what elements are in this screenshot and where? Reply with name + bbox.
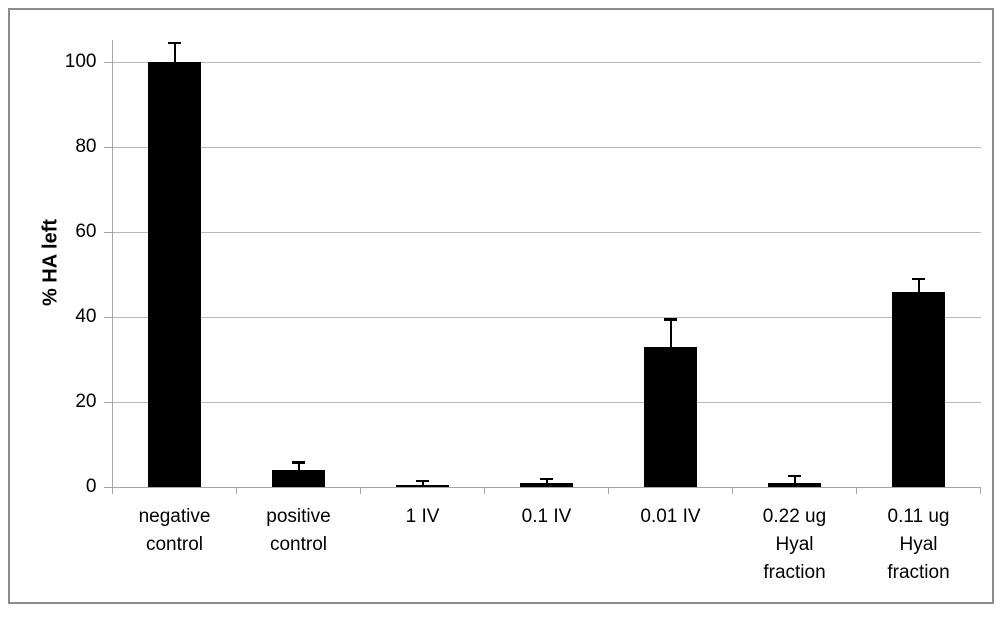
y-axis-tick (103, 146, 114, 148)
y-axis-tick (103, 231, 114, 233)
y-tick-label: 80 (75, 136, 97, 158)
x-tick-label-line: negative (138, 506, 211, 527)
bar (768, 482, 821, 487)
x-tick-label: 0.01 IV (609, 503, 733, 531)
y-tick-label: 20 (75, 391, 97, 413)
x-tick-label-line: 1 IV (405, 506, 440, 527)
x-axis-tick (856, 487, 857, 494)
error-bar-whisker (917, 278, 920, 292)
bar (644, 346, 697, 487)
y-axis (112, 40, 113, 487)
x-tick-label-line: positive (266, 506, 331, 527)
gridline (112, 316, 981, 318)
error-bar-cap (292, 461, 305, 464)
error-bar-cap (540, 477, 553, 481)
x-tick-label: negative control (113, 503, 237, 559)
error-bar-cap (664, 318, 677, 321)
gridline (112, 61, 981, 63)
y-axis-tick (103, 61, 114, 63)
bar (892, 291, 945, 487)
error-bar-whisker (173, 42, 176, 63)
error-bar-whisker (545, 478, 548, 483)
x-tick-label-line: Hyal (775, 534, 814, 555)
bar (396, 484, 449, 487)
x-tick-label-line: control (269, 534, 328, 555)
y-axis-title: % HA left (39, 218, 62, 307)
x-axis-tick (112, 487, 113, 494)
y-axis-tick (103, 486, 114, 488)
error-bar-cap (416, 479, 429, 483)
bar (520, 482, 573, 487)
x-tick-label: positive control (237, 503, 361, 559)
bar (272, 470, 325, 487)
error-bar-cap (788, 474, 801, 478)
error-bar-whisker (297, 462, 300, 470)
x-axis-tick (732, 487, 733, 494)
x-tick-label-line: 0.01 IV (640, 506, 701, 527)
x-tick-label-line: fraction (763, 562, 826, 583)
x-axis (112, 486, 981, 488)
error-bar-whisker (793, 475, 796, 483)
x-tick-label-line: 0.11 ug (887, 506, 950, 527)
y-axis-tick (103, 316, 114, 318)
gridline (112, 146, 981, 148)
x-tick-label-line: 0.22 ug (762, 506, 827, 527)
gridline (112, 401, 981, 403)
x-axis-tick (360, 487, 361, 494)
x-tick-label: 1 IV (361, 503, 485, 531)
y-tick-label: 0 (85, 476, 97, 497)
x-axis-tick (608, 487, 609, 494)
error-bar-cap (912, 277, 925, 281)
x-tick-label: 0.22 ug Hyal fraction (733, 503, 857, 587)
x-tick-label: 0.11 ug Hyal fraction (857, 503, 981, 587)
error-bar-whisker (669, 319, 672, 347)
y-tick-label: 100 (64, 51, 97, 73)
x-axis-tick (484, 487, 485, 494)
error-bar-cap (168, 41, 181, 45)
x-tick-label-line: 0.1 IV (521, 506, 572, 527)
x-tick-label-line: fraction (887, 562, 950, 583)
x-tick-label-line: Hyal (899, 534, 938, 555)
x-tick-label: 0.1 IV (485, 503, 609, 531)
y-tick-label: 60 (75, 221, 97, 243)
bar (148, 62, 201, 487)
y-tick-label: 40 (75, 306, 97, 328)
x-axis-tick (980, 487, 981, 494)
x-tick-label-line: control (145, 534, 204, 555)
y-axis-tick (103, 401, 114, 403)
error-bar-whisker (421, 480, 424, 485)
x-axis-tick (236, 487, 237, 494)
gridline (112, 231, 981, 233)
